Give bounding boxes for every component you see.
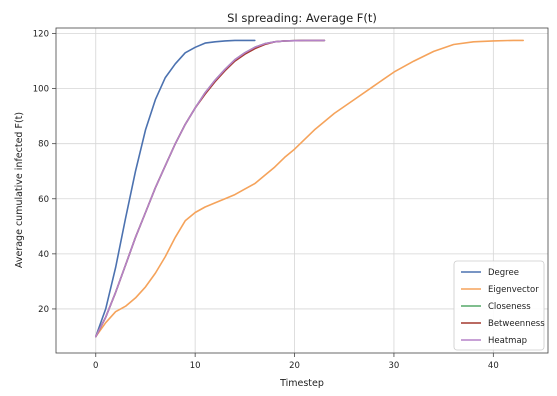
x-tick-label: 40: [488, 361, 499, 371]
y-tick-label: 60: [38, 195, 49, 205]
y-tick-label: 100: [33, 85, 49, 95]
x-tick-label: 10: [190, 361, 201, 371]
y-tick-label: 120: [33, 30, 49, 40]
series-line-degree: [95, 39, 256, 338]
x-axis-label: Timestep: [279, 378, 324, 389]
legend-label-eigenvector: Eigenvector: [488, 285, 539, 295]
grid: [56, 28, 548, 353]
x-tick-label: 20: [289, 361, 300, 371]
y-axis-label: Average cumulative infected F(t): [14, 112, 25, 268]
y-tick-label: 40: [38, 250, 49, 260]
x-tick-label: 30: [389, 361, 400, 371]
y-tick-label: 80: [38, 140, 49, 150]
series-lines: [95, 39, 525, 338]
legend-label-closeness: Closeness: [488, 302, 531, 312]
series-line-eigenvector: [95, 39, 525, 338]
axis-ticks: 0 10 20 30 40 20 40 60 80 100 120: [33, 30, 499, 371]
series-line-heatmap: [95, 39, 326, 338]
legend-label-betweenness: Betweenness: [488, 319, 545, 329]
legend: Degree Eigenvector Closeness Betweenness Hea…: [453, 260, 545, 351]
y-tick-label: 20: [38, 305, 49, 315]
legend-label-degree: Degree: [488, 268, 519, 278]
x-tick-label: 0: [93, 361, 98, 371]
legend-box: [453, 260, 545, 351]
chart-title: SI spreading: Average F(t): [227, 11, 377, 25]
legend-label-heatmap: Heatmap: [488, 336, 527, 346]
plot-frame: [55, 27, 549, 354]
